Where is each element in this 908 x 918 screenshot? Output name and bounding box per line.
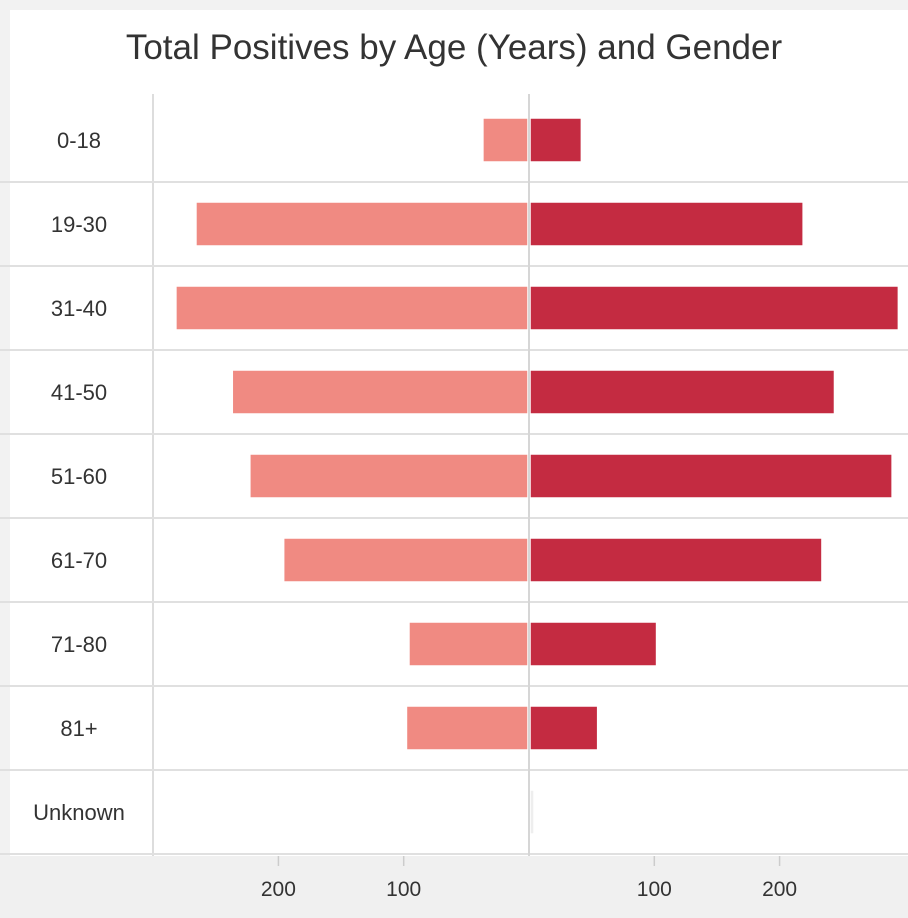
- bar-right-19-30: [529, 201, 804, 247]
- category-label-41-50: 41-50: [51, 380, 107, 405]
- category-labels: 0-18 19-30 31-40 41-50 51-60 61-70 71-80 81+ Unk…: [33, 128, 125, 825]
- chart-title: Total Positives by Age (Years) and Gende…: [125, 28, 783, 67]
- bars: [175, 117, 900, 835]
- x-tick-label: 100: [386, 878, 421, 901]
- x-tick-label: 200: [261, 878, 296, 901]
- bar-left-81+: [405, 705, 529, 751]
- category-label-0-18: 0-18: [57, 128, 101, 153]
- bar-right-71-80: [529, 621, 658, 667]
- bar-right-51-60: [529, 453, 893, 499]
- bar-right-41-50: [529, 369, 836, 415]
- category-label-71-80: 71-80: [51, 632, 107, 657]
- bar-left-71-80: [408, 621, 529, 667]
- category-label-19-30: 19-30: [51, 212, 107, 237]
- bar-left-51-60: [249, 453, 529, 499]
- bar-right-81+: [529, 705, 599, 751]
- bar-right-Unknown: [529, 789, 535, 835]
- category-label-81+: 81+: [60, 716, 97, 741]
- bar-left-0-18: [482, 117, 529, 163]
- x-axis-band: [0, 856, 908, 918]
- x-tick-labels: 200 100 100 200: [261, 856, 797, 901]
- x-tick-label: 200: [762, 878, 797, 901]
- category-label-51-60: 51-60: [51, 464, 107, 489]
- grid-lines: [0, 94, 908, 856]
- bar-right-0-18: [529, 117, 583, 163]
- bar-left-41-50: [231, 369, 529, 415]
- bar-left-31-40: [175, 285, 529, 331]
- bar-right-31-40: [529, 285, 900, 331]
- bar-left-61-70: [282, 537, 529, 583]
- bar-left-19-30: [195, 201, 529, 247]
- x-tick-label: 100: [637, 878, 672, 901]
- category-label-61-70: 61-70: [51, 548, 107, 573]
- category-label-31-40: 31-40: [51, 296, 107, 321]
- category-label-Unknown: Unknown: [33, 800, 125, 825]
- bar-right-61-70: [529, 537, 823, 583]
